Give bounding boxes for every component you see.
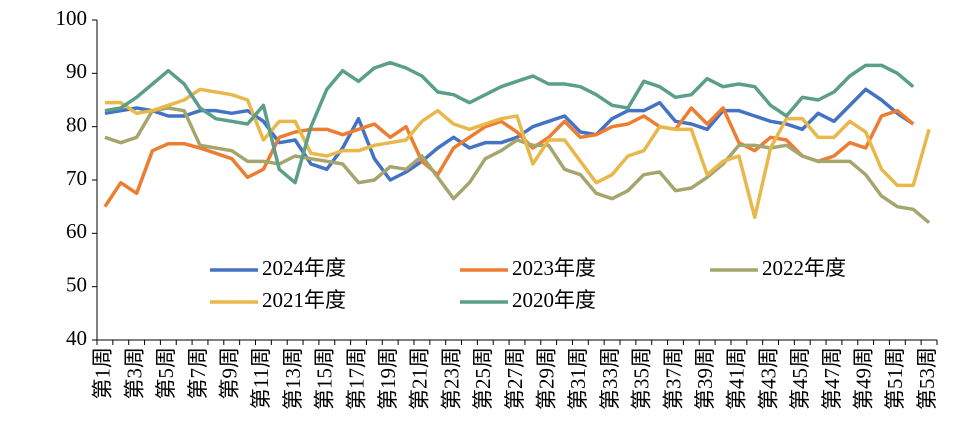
x-tick-label: 第43周 <box>756 347 780 410</box>
x-tick-label: 第47周 <box>820 347 844 410</box>
y-tick-label: 90 <box>66 59 87 83</box>
x-tick-label: 第5周 <box>154 347 178 400</box>
x-tick-label: 第31周 <box>566 347 590 410</box>
x-tick-label: 第17周 <box>344 347 368 410</box>
x-tick-label: 第11周 <box>249 347 273 409</box>
x-tick-label: 第25周 <box>471 347 495 410</box>
legend-label: 2022年度 <box>762 256 846 280</box>
x-tick-label: 第15周 <box>313 347 337 410</box>
y-tick-label: 40 <box>66 326 87 350</box>
series-line <box>104 87 931 220</box>
x-tick-label: 第37周 <box>661 347 685 410</box>
x-tick-label: 第21周 <box>408 347 432 410</box>
x-tick-label: 第19周 <box>376 347 400 410</box>
x-tick-label: 第39周 <box>693 347 717 410</box>
y-tick-label: 100 <box>56 6 88 30</box>
legend-label: 2020年度 <box>512 288 596 312</box>
x-tick-label: 第53周 <box>915 347 939 410</box>
x-tick-label: 第23周 <box>439 347 463 410</box>
x-tick-label: 第35周 <box>630 347 654 410</box>
x-tick-label: 第33周 <box>598 347 622 410</box>
y-tick-label: 50 <box>66 272 87 296</box>
x-tick-label: 第49周 <box>851 347 875 410</box>
x-tick-label: 第45周 <box>788 347 812 410</box>
x-tick-label: 第1周 <box>91 347 115 400</box>
x-tick-label: 第51周 <box>883 347 907 410</box>
legend-label: 2024年度 <box>262 256 346 280</box>
x-tick-label: 第27周 <box>503 347 527 410</box>
x-tick-label: 第41周 <box>725 347 749 410</box>
legend-label: 2023年度 <box>512 256 596 280</box>
x-tick-label: 第13周 <box>281 347 305 410</box>
x-tick-label: 第3周 <box>122 347 146 400</box>
y-tick-label: 60 <box>66 219 87 243</box>
y-tick-label: 80 <box>66 112 87 136</box>
legend-label: 2021年度 <box>262 288 346 312</box>
series-line <box>104 106 931 225</box>
x-tick-label: 第7周 <box>186 347 210 400</box>
x-tick-label: 第29周 <box>535 347 559 410</box>
series-line <box>104 87 915 182</box>
x-tick-label: 第9周 <box>218 347 242 400</box>
series-line <box>104 60 915 185</box>
series-line <box>103 106 915 208</box>
y-tick-label: 70 <box>66 166 87 190</box>
